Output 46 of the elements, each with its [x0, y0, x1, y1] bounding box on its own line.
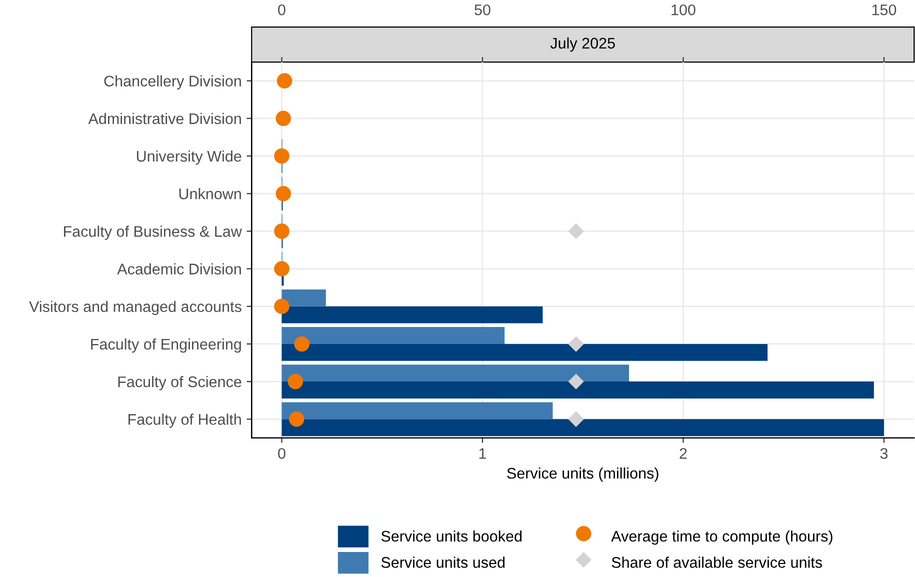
point — [294, 336, 310, 352]
point — [288, 374, 304, 390]
point — [288, 412, 304, 427]
bar — [282, 382, 874, 398]
y-tick-label: Academic Division — [117, 263, 241, 274]
x-tick-label: 1 — [479, 448, 486, 459]
chart-title: July 2025 — [550, 37, 615, 52]
x-axis-title: Service units (millions) — [507, 467, 658, 482]
legend-label: Service units used — [381, 556, 505, 568]
x-tick-label: 0 — [278, 448, 286, 459]
x2-tick-label: 150 — [872, 4, 896, 16]
point — [274, 224, 290, 239]
y-tick-label: University Wide — [136, 150, 242, 165]
x2-tick-label: 0 — [278, 4, 286, 16]
y-tick-label: Faculty of Engineering — [91, 338, 241, 353]
point — [276, 73, 292, 88]
point — [568, 336, 584, 352]
y-tick-label: Unknown — [179, 188, 241, 200]
y-tick-label: Faculty of Science — [118, 376, 242, 390]
y-tick-label: Visitors and managed accounts — [29, 300, 242, 316]
bar — [282, 344, 768, 361]
y-tick-label: Administrative Division — [88, 112, 241, 124]
bar — [282, 306, 543, 324]
bar — [282, 364, 630, 382]
bar — [282, 419, 884, 436]
x-tick-label: 2 — [680, 448, 687, 459]
x2-tick-label: 100 — [672, 4, 696, 16]
legend-label: Average time to compute (hours) — [611, 530, 832, 545]
bar — [282, 327, 505, 344]
y-tick-label: Faculty of Health — [128, 414, 241, 428]
x2-tick-label: 50 — [474, 4, 490, 16]
legend-label: Service units booked — [381, 530, 522, 542]
bar — [282, 289, 326, 306]
point — [568, 412, 584, 427]
point — [276, 186, 291, 202]
point — [274, 261, 290, 276]
point — [276, 110, 291, 126]
point — [568, 374, 584, 390]
bar — [282, 402, 553, 420]
x-tick-label: 3 — [880, 448, 888, 459]
legend-label: Share of available service units — [612, 556, 822, 568]
y-tick-label: Faculty of Business & Law — [64, 226, 242, 240]
point — [274, 298, 290, 314]
y-tick-label: Chancellery Division — [104, 75, 241, 90]
point — [274, 148, 290, 164]
point — [568, 224, 584, 239]
